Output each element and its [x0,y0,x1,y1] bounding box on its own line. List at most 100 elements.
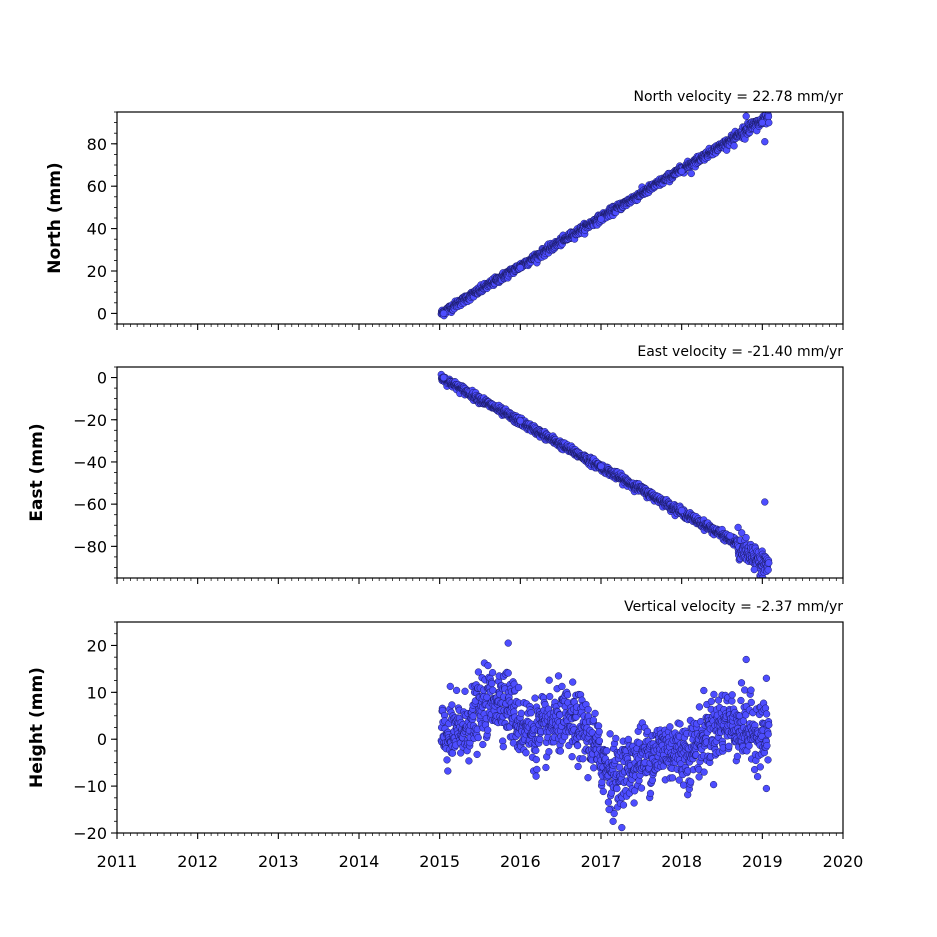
height-point [517,709,525,717]
xtick-label: 2020 [823,852,864,871]
height-point [763,741,771,750]
height-point [504,669,512,677]
height-point [742,655,750,664]
east-panel: East velocity = -21.40 mm/yr East (mm) 0 −2… [27,344,844,584]
height-point [499,743,507,751]
height-panel: Vertical velocity = -2.37 mm/yr Height (m… [27,599,863,871]
height-point [545,676,553,684]
xtick-label: 2019 [742,852,783,871]
height-point [474,668,483,676]
height-ytick-label: 20 [87,636,107,655]
height-point [542,763,550,772]
height-point [590,764,598,772]
east-point [750,565,758,574]
height-point [452,686,461,695]
east-ylabel: East (mm) [27,423,47,521]
height-point [573,741,582,750]
east-ytick-label: −80 [73,537,107,556]
north-ytick-label: 60 [87,177,107,196]
height-point [630,799,638,807]
height-point [764,730,772,738]
height-point [484,726,492,734]
east-point [761,498,769,506]
height-point [591,709,599,718]
height-point [531,694,539,702]
height-point [714,696,723,704]
north-ylabel: North (mm) [45,162,65,273]
height-point [700,768,708,776]
height-point [610,809,618,818]
height-point [615,763,624,771]
xtick-label: 2011 [97,852,138,871]
north-point [678,167,686,176]
height-point [554,672,563,680]
east-ytick-label: −20 [73,411,107,430]
height-point [603,747,611,755]
height-point [448,749,457,757]
height-point [527,709,535,717]
height-point [504,639,512,647]
height-point [532,755,540,764]
height-point [488,679,496,688]
height-ylabel: Height (mm) [27,667,47,788]
height-point [737,696,745,705]
height-point [599,787,607,796]
east-point [726,532,734,540]
height-point [443,756,451,764]
height-point [765,721,773,729]
height-point [606,730,614,738]
north-point [761,138,769,146]
height-velocity-title: Vertical velocity = -2.37 mm/yr [624,599,843,615]
height-point [574,762,582,771]
height-point [700,686,708,695]
height-points [437,639,773,832]
height-point [479,740,487,749]
height-point [695,773,703,781]
height-point [484,661,492,670]
height-point [695,703,704,711]
height-point [756,763,764,771]
height-point [556,747,565,755]
height-point [474,733,482,742]
height-point [563,691,572,699]
height-point [465,757,473,765]
height-point [737,679,746,687]
height-point [514,683,523,692]
north-point [764,112,773,121]
north-point [758,118,766,127]
east-ytick-label: 0 [97,369,107,388]
north-ytick-label: 40 [87,220,107,239]
north-points [437,112,773,320]
height-point [558,682,566,691]
height-ytick-label: −10 [73,777,107,796]
north-velocity-title: North velocity = 22.78 mm/yr [633,89,843,105]
height-point [609,817,617,825]
height-point [753,772,762,781]
north-point [765,119,773,127]
height-point [473,750,481,759]
north-point [440,309,448,318]
height-point [545,748,553,756]
height-point [725,742,733,750]
north-point [597,215,605,223]
height-point [522,749,530,757]
height-point [637,784,646,792]
height-point [612,734,620,743]
height-point [745,742,753,750]
xtick-label: 2016 [500,852,541,871]
height-point [668,774,677,782]
height-point [631,787,639,795]
height-point [762,710,771,718]
north-ytick-label: 0 [97,304,107,323]
height-point [605,805,613,814]
east-point [440,373,448,382]
height-point [532,746,540,755]
height-point [643,727,652,736]
height-ytick-label: 10 [87,683,107,702]
height-point [687,778,695,786]
xtick-label: 2014 [339,852,380,871]
height-point [536,735,544,743]
height-point [584,705,592,714]
height-point [728,691,736,699]
